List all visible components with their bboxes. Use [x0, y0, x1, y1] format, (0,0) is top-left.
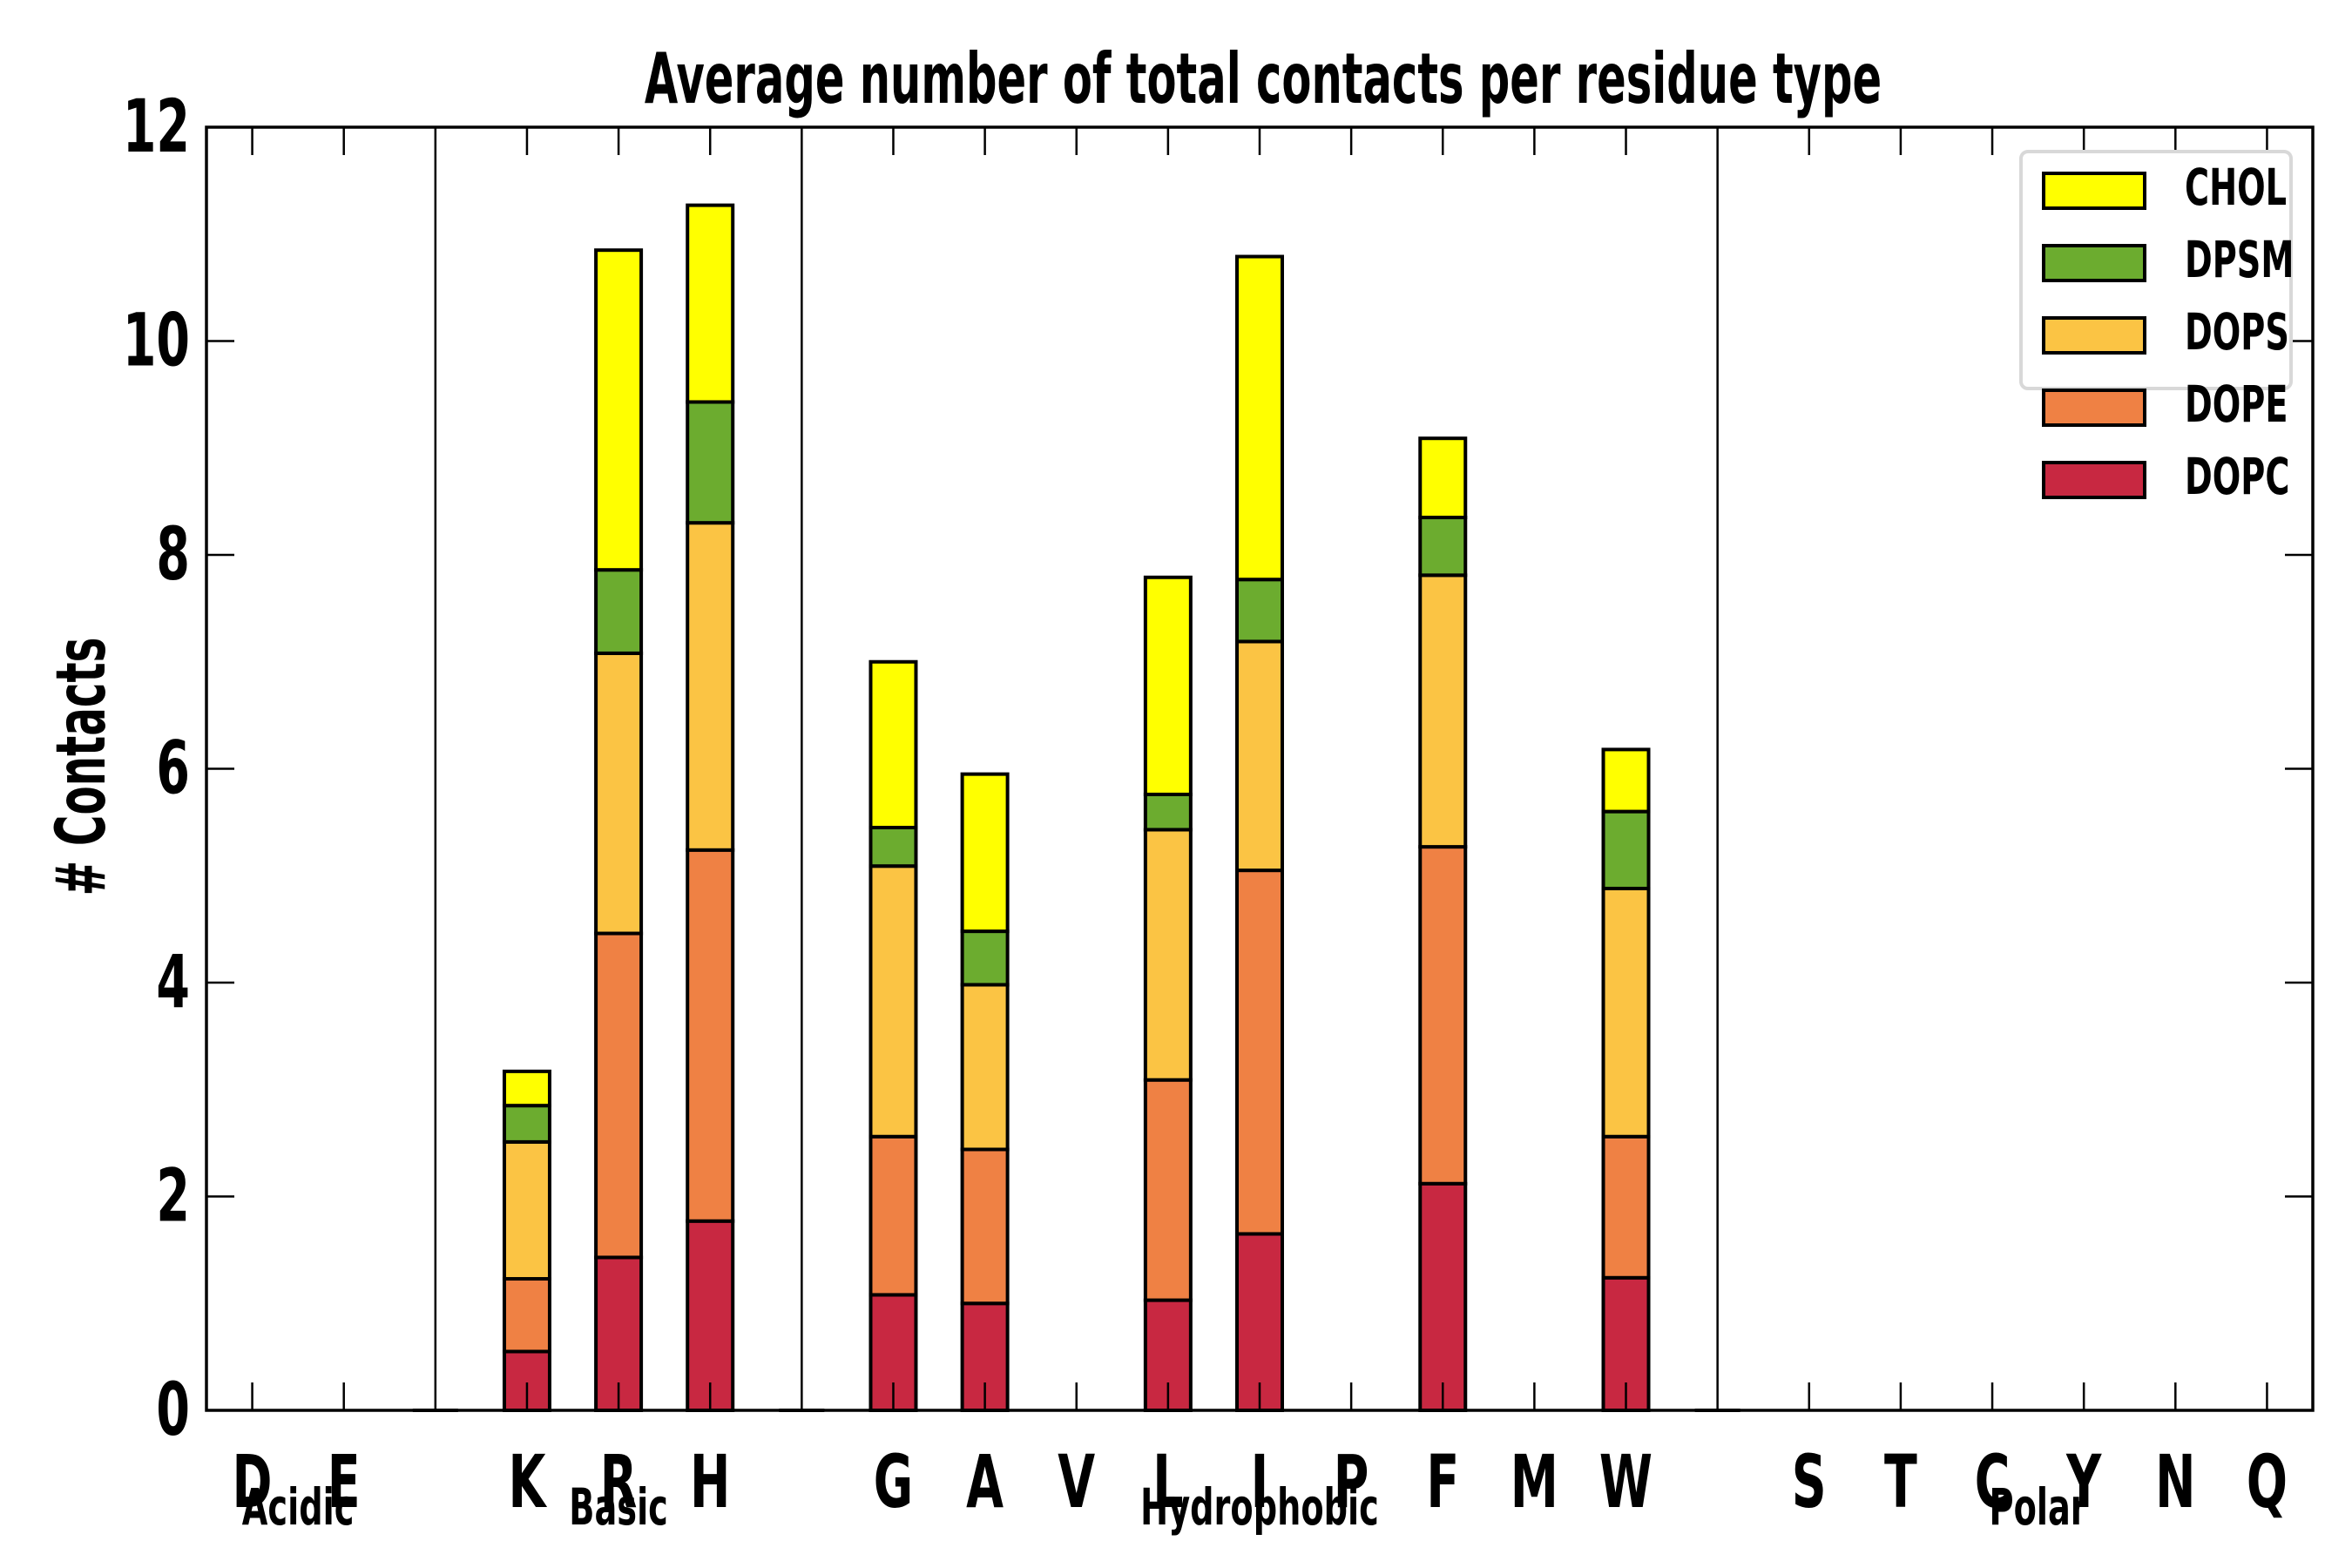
y-tick-label: 12	[123, 84, 190, 169]
x-tick-label: F	[1426, 1439, 1459, 1524]
x-tick-label: S	[1792, 1439, 1827, 1524]
x-tick-label: A	[966, 1439, 1004, 1524]
bar-segment-dops-W	[1601, 886, 1651, 1139]
legend-label-chol: CHOL	[2185, 158, 2287, 217]
bar-segment-chol-R	[594, 248, 644, 572]
x-tick-label: C	[1975, 1439, 2011, 1524]
x-tick-label: M	[1511, 1439, 1558, 1524]
chart-title: Average number of total contacts per res…	[645, 37, 1882, 119]
bar-segment-dops-I	[1235, 639, 1284, 873]
x-tick-label: G	[874, 1439, 913, 1524]
bar-segment-dopc-F	[1418, 1181, 1468, 1413]
bar-segment-dops-H	[686, 521, 735, 852]
bar-segment-dope-H	[686, 848, 735, 1223]
bar-segment-dpsm-H	[686, 400, 735, 525]
bar-segment-dops-R	[594, 651, 644, 936]
x-tick-label: K	[508, 1439, 547, 1524]
legend-swatch-chol	[2042, 172, 2146, 210]
x-tick-label: I	[1251, 1439, 1269, 1524]
bar-segment-dope-K	[502, 1277, 551, 1354]
bar-segment-dopc-K	[502, 1349, 551, 1413]
bar-segment-dops-L	[1143, 828, 1193, 1082]
bar-segment-dopc-H	[686, 1219, 735, 1413]
bar-segment-dpsm-A	[960, 929, 1010, 987]
bar-segment-chol-L	[1143, 575, 1193, 796]
bar-segment-chol-W	[1601, 747, 1651, 814]
bar-segment-dpsm-G	[868, 826, 918, 868]
x-tick-label: T	[1884, 1439, 1917, 1524]
legend-label-dops: DOPS	[2185, 302, 2289, 362]
legend: CHOL DPSM DOPS DOPE DOPC	[2019, 150, 2294, 506]
bar-segment-dpsm-R	[594, 568, 644, 655]
y-tick-label: 8	[156, 511, 190, 597]
x-tick-label: E	[328, 1439, 361, 1524]
legend-label-dopc: DOPC	[2185, 447, 2289, 506]
x-tick-label: W	[1599, 1439, 1652, 1524]
y-tick-label: 0	[156, 1367, 190, 1452]
bar-segment-dope-A	[960, 1147, 1010, 1306]
group-label-hydrophobic: Hydrophobic	[1140, 1477, 1379, 1537]
bar-segment-dops-F	[1418, 573, 1468, 849]
x-tick-label: V	[1058, 1439, 1095, 1524]
bar-segment-chol-G	[868, 659, 918, 830]
bar-segment-dops-A	[960, 983, 1010, 1152]
x-tick-label: N	[2155, 1439, 2195, 1524]
x-tick-label: P	[1334, 1439, 1369, 1524]
legend-label-dpsm: DPSM	[2185, 230, 2294, 289]
group-label-basic: Basic	[569, 1477, 668, 1537]
bar-segment-chol-F	[1418, 436, 1468, 520]
bar-segment-chol-K	[502, 1069, 551, 1108]
x-tick-label: Q	[2247, 1439, 2288, 1524]
y-tick-label: 2	[156, 1153, 190, 1239]
bar-segment-dpsm-K	[502, 1104, 551, 1144]
bar-segment-dops-G	[868, 864, 918, 1139]
y-tick-label: 4	[156, 939, 190, 1024]
bar-segment-chol-A	[960, 772, 1010, 934]
bar-segment-dpsm-I	[1235, 578, 1284, 644]
legend-swatch-dopc	[2042, 461, 2146, 499]
x-tick-label: D	[233, 1439, 273, 1524]
bar-segment-dope-R	[594, 931, 644, 1260]
group-label-polar: Polar	[1990, 1477, 2088, 1537]
bar-segment-dope-I	[1235, 868, 1284, 1236]
y-tick-label: 10	[123, 298, 190, 383]
x-tick-label: H	[690, 1439, 730, 1524]
bar-segment-dpsm-L	[1143, 792, 1193, 832]
legend-label-dope: DOPE	[2185, 375, 2288, 434]
y-tick-label: 6	[156, 726, 190, 811]
bar-segment-dpsm-W	[1601, 809, 1651, 890]
y-axis-label: # Contacts	[43, 638, 121, 896]
plot-area: D E K R H G A V L I P F M W S T C Y N Q 0 2 4 6 8 10 12 Acidic Basic…	[123, 84, 2315, 1537]
bar-segment-dope-W	[1601, 1134, 1651, 1280]
bar-segment-dops-K	[502, 1139, 551, 1281]
bar-segment-chol-H	[686, 203, 735, 404]
bar-segment-dope-L	[1143, 1078, 1193, 1302]
legend-swatch-dope	[2042, 389, 2146, 427]
bar-segment-dope-F	[1418, 845, 1468, 1186]
bar-segment-dope-G	[868, 1134, 918, 1297]
bar-segment-dpsm-F	[1418, 516, 1468, 578]
legend-swatch-dops	[2042, 316, 2146, 355]
x-tick-label: L	[1152, 1439, 1183, 1524]
group-label-acidic: Acidic	[242, 1477, 355, 1537]
legend-swatch-dpsm	[2042, 244, 2146, 282]
bar-segment-chol-I	[1235, 254, 1284, 582]
x-tick-label: Y	[2065, 1439, 2102, 1524]
x-tick-label: R	[600, 1439, 638, 1524]
